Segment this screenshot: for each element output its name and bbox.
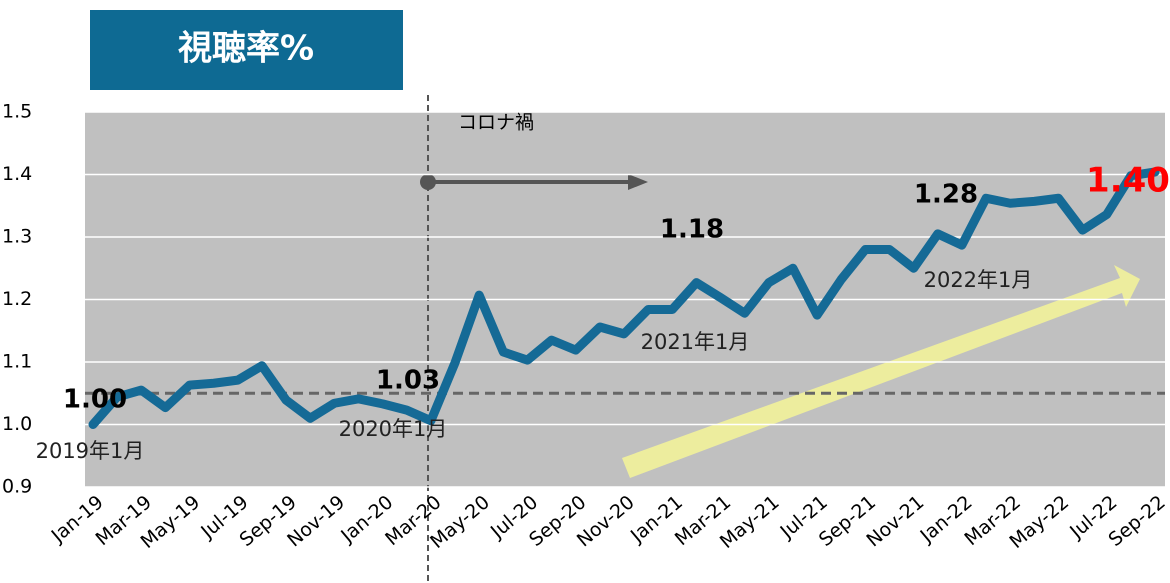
y-tick-label: 1.5 (2, 101, 32, 123)
annotation: 1.03 (376, 366, 440, 396)
annotation: 2020年1月 (339, 417, 448, 441)
event-arrowhead (628, 174, 648, 190)
annotation: 1.40 (1086, 161, 1170, 201)
annotation: 2021年1月 (641, 330, 750, 354)
annotation: 1.00 (63, 385, 127, 415)
y-tick-label: 1.2 (2, 288, 32, 310)
annotation: コロナ禍 (458, 112, 534, 134)
annotation: 2019年1月 (36, 439, 145, 463)
annotation: 1.28 (914, 180, 978, 210)
y-tick-label: 1.0 (2, 413, 32, 435)
annotation: 1.18 (660, 215, 724, 245)
line (88, 167, 1160, 429)
chart-title: 視聴率% (178, 29, 314, 69)
y-tick-label: 0.9 (2, 476, 32, 498)
annotation: 2022年1月 (924, 268, 1033, 292)
y-tick-label: 1.1 (2, 351, 32, 373)
y-tick-label: 1.4 (2, 163, 32, 185)
title-box (90, 10, 403, 90)
y-tick-label: 1.3 (2, 226, 32, 248)
